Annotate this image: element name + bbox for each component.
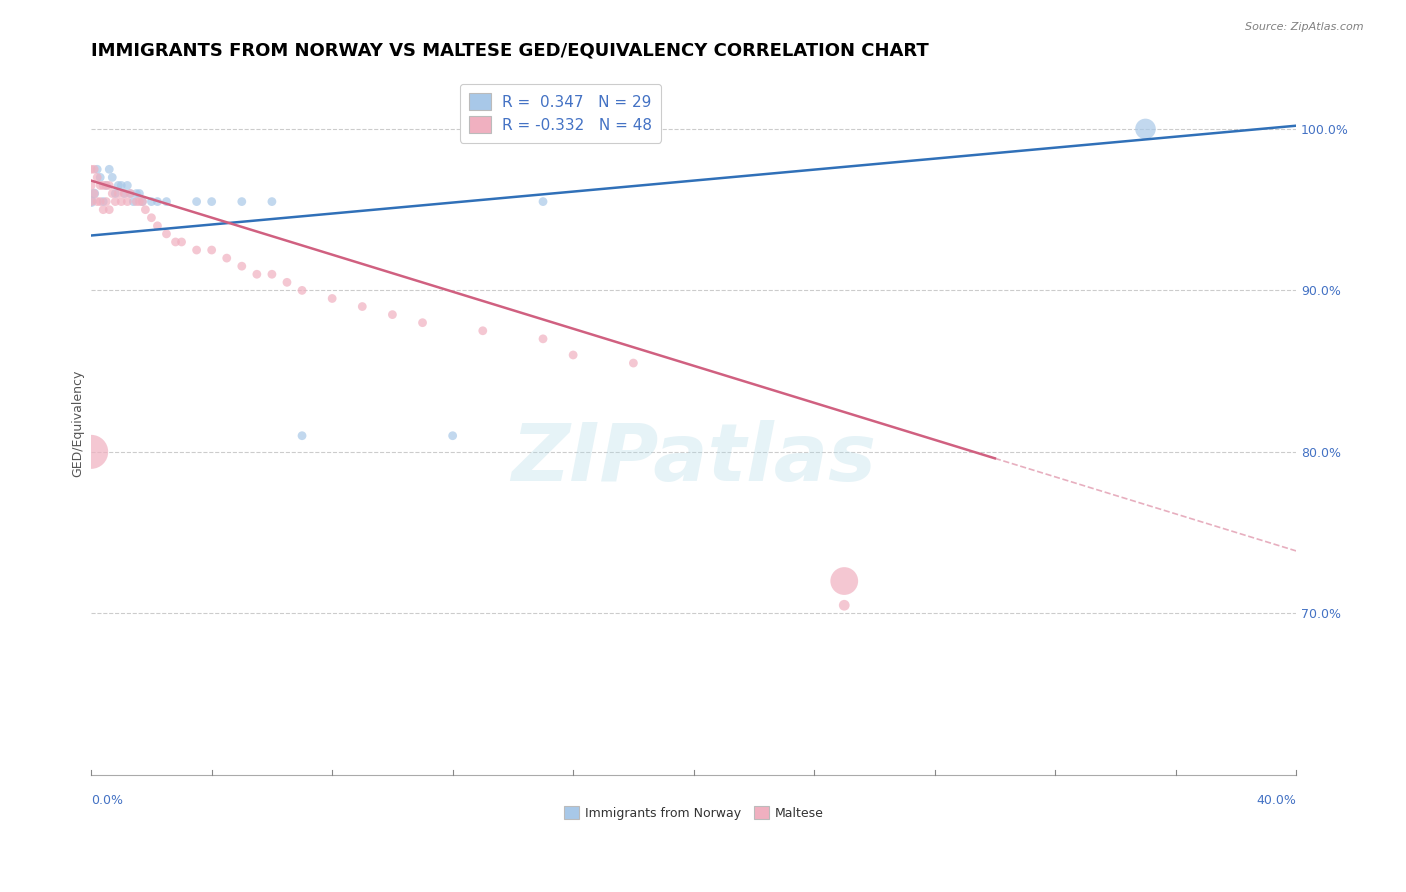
Point [96,178,118,193]
Point [128,194,150,209]
Point [110,178,132,193]
Point [155,194,177,209]
Point [91,194,114,209]
Point [832,574,855,588]
Point [381,308,404,322]
Point [131,194,153,209]
Point [131,194,153,209]
Point [125,194,148,209]
Point [98,178,121,193]
Point [112,186,135,201]
Point [89,170,111,185]
Point [80,445,103,459]
Point [122,194,145,209]
Point [128,186,150,201]
Point [120,186,142,201]
Point [231,194,253,209]
Point [165,235,187,249]
Point [201,243,224,257]
Point [80,178,103,193]
Point [441,428,464,442]
Point [321,292,343,306]
Point [562,348,585,362]
Point [531,194,554,209]
Point [215,251,238,265]
Point [832,599,855,613]
Point [86,162,108,177]
Point [246,267,269,281]
Legend: Immigrants from Norway, Maltese: Immigrants from Norway, Maltese [558,801,828,825]
Point [91,178,114,193]
Point [89,194,111,209]
Point [107,178,129,193]
Point [96,194,118,209]
Text: 0.0%: 0.0% [91,794,124,807]
Point [101,186,124,201]
Point [155,227,177,241]
Point [141,194,163,209]
Point [101,170,124,185]
Text: IMMIGRANTS FROM NORWAY VS MALTESE GED/EQUIVALENCY CORRELATION CHART: IMMIGRANTS FROM NORWAY VS MALTESE GED/EQ… [91,42,929,60]
Point [186,243,208,257]
Point [96,178,118,193]
Text: 40.0%: 40.0% [1256,794,1296,807]
Point [260,267,283,281]
Point [621,356,644,370]
Point [91,202,114,217]
Point [352,300,374,314]
Point [86,194,108,209]
Point [170,235,193,249]
Point [104,186,127,201]
Point [471,324,494,338]
Point [107,186,129,201]
Point [146,219,169,233]
Point [125,186,148,201]
Point [112,186,135,201]
Text: ZIPatlas: ZIPatlas [512,420,876,498]
Point [83,186,105,201]
Point [231,259,253,273]
Point [83,186,105,201]
Point [291,284,314,298]
Point [412,316,434,330]
Point [120,186,142,201]
Y-axis label: GED/Equivalency: GED/Equivalency [72,370,84,477]
Text: Source: ZipAtlas.com: Source: ZipAtlas.com [1246,22,1364,32]
Point [83,162,105,177]
Point [89,178,111,193]
Point [1135,122,1157,136]
Point [98,162,121,177]
Point [80,194,103,209]
Point [260,194,283,209]
Point [80,194,103,209]
Point [98,202,121,217]
Point [531,332,554,346]
Point [276,276,298,290]
Point [134,202,156,217]
Point [80,162,103,177]
Point [117,178,139,193]
Point [186,194,208,209]
Point [201,194,224,209]
Point [141,211,163,225]
Point [291,428,314,442]
Point [104,194,127,209]
Point [110,194,132,209]
Point [86,170,108,185]
Point [146,194,169,209]
Point [117,194,139,209]
